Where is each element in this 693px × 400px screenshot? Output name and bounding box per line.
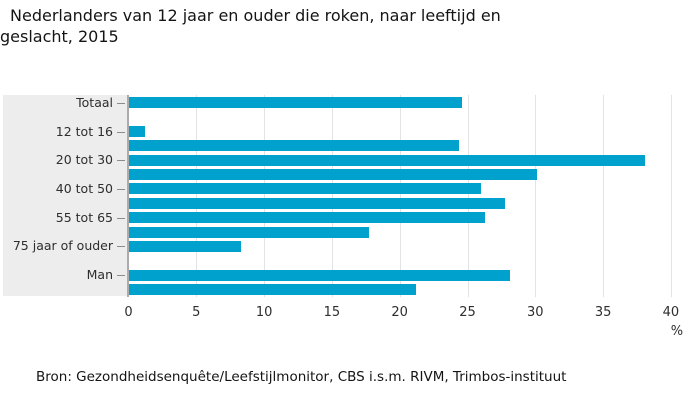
x-tick-label: 25 bbox=[459, 305, 476, 320]
bar bbox=[128, 169, 537, 181]
bar bbox=[128, 183, 482, 195]
gridline bbox=[196, 95, 198, 297]
x-tick-label: 10 bbox=[255, 305, 273, 320]
chart-title-line-1: Nederlanders van 12 jaar en ouder die ro… bbox=[10, 6, 501, 25]
y-tick-mark bbox=[117, 188, 125, 190]
y-tick-mark bbox=[117, 217, 125, 219]
gridline bbox=[603, 95, 605, 297]
y-tick-label: 55 tot 65 bbox=[55, 209, 113, 225]
y-tick-mark bbox=[117, 246, 125, 248]
y-axis-line bbox=[127, 95, 129, 297]
bar bbox=[128, 226, 369, 238]
y-tick-label: 12 tot 16 bbox=[55, 123, 113, 139]
gridline bbox=[399, 95, 401, 297]
x-tick-label: 40 bbox=[662, 305, 680, 320]
bar bbox=[128, 283, 416, 295]
bar bbox=[128, 240, 242, 252]
gridline bbox=[535, 95, 537, 297]
y-tick-label: 75 jaar of ouder bbox=[12, 238, 113, 254]
y-tick-mark bbox=[117, 102, 125, 104]
y-tick-label: 20 tot 30 bbox=[55, 152, 113, 168]
y-tick-mark bbox=[117, 160, 125, 162]
x-tick-label: 35 bbox=[594, 305, 612, 320]
gridline bbox=[264, 95, 266, 297]
x-tick-label: 30 bbox=[527, 305, 544, 320]
bar bbox=[128, 154, 646, 166]
gridline bbox=[670, 95, 672, 297]
bar bbox=[128, 197, 506, 209]
gridline bbox=[467, 95, 469, 297]
x-tick-label: 0 bbox=[124, 305, 133, 320]
x-tick-label: 20 bbox=[391, 305, 408, 320]
x-axis-unit-label: % bbox=[670, 324, 684, 339]
bar-chart-plot-area: Totaal 12 tot 16 20 tot 30 40 tot 50 55 tot … bbox=[0, 94, 693, 339]
y-axis-label-band bbox=[3, 95, 127, 296]
bar bbox=[128, 269, 510, 281]
x-tick-label: 5 bbox=[192, 305, 201, 320]
bar bbox=[128, 140, 460, 152]
bar bbox=[128, 126, 145, 138]
y-tick-mark bbox=[117, 131, 125, 133]
gridline bbox=[331, 95, 333, 297]
source-note: Bron: Gezondheidsenquête/Leefstijlmonito… bbox=[36, 369, 567, 385]
y-tick-mark bbox=[117, 275, 125, 277]
x-tick-label: 15 bbox=[323, 305, 341, 320]
y-tick-label: Totaal bbox=[76, 94, 113, 110]
bar bbox=[128, 97, 463, 109]
bar bbox=[128, 212, 486, 224]
chart-title-line-2: geslacht, 2015 bbox=[0, 27, 119, 46]
chart-title: Nederlanders van 12 jaar en ouder die ro… bbox=[0, 5, 501, 47]
y-tick-label: 40 tot 50 bbox=[55, 180, 113, 196]
y-tick-label: Man bbox=[86, 267, 113, 283]
